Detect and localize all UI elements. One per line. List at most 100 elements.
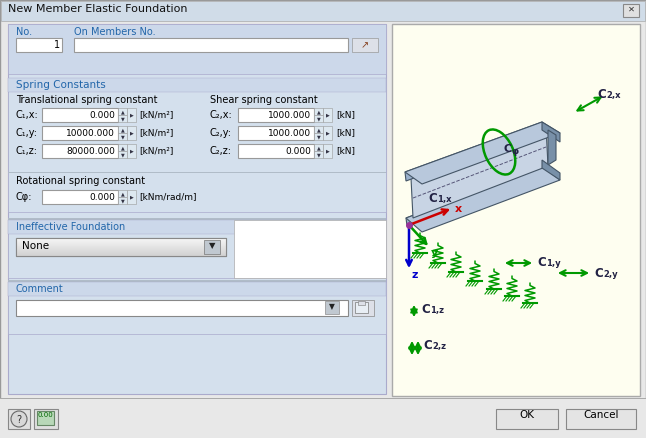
Bar (127, 144, 136, 158)
Text: [kN]: [kN] (336, 110, 355, 119)
Text: ▲: ▲ (121, 127, 125, 132)
Bar (16, 300, 348, 316)
Bar (16, 246, 226, 247)
Bar (118, 133, 127, 140)
Bar (118, 197, 127, 204)
Bar (37, 411, 54, 425)
Text: 80000.000: 80000.000 (66, 146, 115, 155)
Text: ▲: ▲ (121, 109, 125, 114)
Polygon shape (548, 130, 556, 165)
Text: ▲: ▲ (121, 191, 125, 196)
Bar (16, 245, 226, 246)
Text: [kN]: [kN] (336, 128, 355, 137)
Text: ▼: ▼ (121, 152, 125, 157)
Bar (34, 409, 58, 429)
Text: [kN/m²]: [kN/m²] (139, 128, 173, 137)
Text: On Members No.: On Members No. (74, 27, 156, 37)
Polygon shape (405, 122, 560, 184)
Polygon shape (542, 122, 560, 142)
Text: [kN/m²]: [kN/m²] (139, 146, 173, 155)
Text: C: C (537, 256, 546, 269)
Text: 1,y: 1,y (546, 259, 561, 268)
Bar (118, 151, 127, 158)
Bar (16, 240, 226, 241)
Bar (8, 220, 386, 234)
Bar (8, 24, 386, 394)
Text: 0.000: 0.000 (89, 192, 115, 201)
Bar (0, 399, 646, 438)
Text: ▼: ▼ (317, 116, 320, 121)
Bar (323, 144, 332, 158)
Bar (16, 239, 226, 240)
Bar (1, 1, 645, 21)
Text: C: C (421, 303, 430, 316)
Bar (0, 398, 646, 399)
Bar (314, 133, 323, 140)
Text: 1000.000: 1000.000 (268, 128, 311, 138)
Bar (566, 409, 636, 429)
Text: 1,z: 1,z (430, 306, 444, 315)
Bar (8, 282, 386, 334)
Bar (16, 242, 226, 243)
Bar (314, 151, 323, 158)
Text: C₁,z:: C₁,z: (16, 146, 38, 156)
Text: [kNm/rad/m]: [kNm/rad/m] (139, 192, 196, 201)
Text: 1000.000: 1000.000 (268, 110, 311, 120)
Text: None: None (22, 241, 49, 251)
Bar (496, 409, 558, 429)
Text: [kN/m²]: [kN/m²] (139, 110, 173, 119)
Bar (392, 24, 640, 396)
Text: ▼: ▼ (317, 134, 320, 139)
Polygon shape (542, 160, 560, 180)
Text: New Member Elastic Foundation: New Member Elastic Foundation (8, 4, 187, 14)
Text: ▼: ▼ (121, 198, 125, 203)
Text: OK: OK (519, 410, 534, 420)
Bar (352, 38, 378, 52)
Bar (16, 250, 226, 251)
Text: x: x (455, 204, 462, 214)
Bar (358, 301, 365, 305)
Bar (16, 238, 226, 256)
Bar (16, 38, 62, 52)
Text: ▶: ▶ (326, 131, 329, 135)
Text: ↗: ↗ (361, 40, 369, 50)
Text: 0.000: 0.000 (89, 110, 115, 120)
Bar (16, 247, 226, 248)
Text: ▶: ▶ (326, 113, 329, 117)
Text: ▲: ▲ (121, 145, 125, 150)
Text: ▶: ▶ (326, 148, 329, 153)
Bar (16, 241, 226, 242)
Text: ▶: ▶ (130, 148, 133, 153)
Bar (16, 248, 226, 249)
Bar (16, 244, 226, 245)
Text: C: C (423, 339, 432, 352)
Text: ?: ? (16, 415, 21, 425)
Bar (8, 24, 386, 74)
Bar (42, 108, 118, 122)
Text: 1: 1 (54, 40, 60, 50)
Bar (118, 190, 127, 197)
Bar (16, 238, 226, 256)
Text: φ: φ (511, 147, 518, 156)
Bar (8, 282, 386, 296)
Text: z: z (411, 270, 417, 280)
Text: Spring Constants: Spring Constants (16, 80, 106, 90)
Bar (314, 144, 323, 151)
Bar (323, 108, 332, 122)
Text: ▶: ▶ (130, 131, 133, 135)
Text: [kN]: [kN] (336, 146, 355, 155)
Text: ▼: ▼ (329, 302, 335, 311)
Bar (352, 300, 374, 316)
Bar (16, 253, 226, 254)
Text: C: C (594, 267, 603, 280)
Text: No.: No. (16, 27, 32, 37)
Bar (8, 280, 386, 282)
Bar (74, 38, 348, 52)
Text: 2,y: 2,y (603, 270, 618, 279)
Bar (234, 220, 386, 278)
Text: ▶: ▶ (130, 113, 133, 117)
Text: ▼: ▼ (121, 134, 125, 139)
Text: 0.00: 0.00 (37, 412, 53, 418)
Bar (42, 126, 118, 140)
Bar (314, 126, 323, 133)
